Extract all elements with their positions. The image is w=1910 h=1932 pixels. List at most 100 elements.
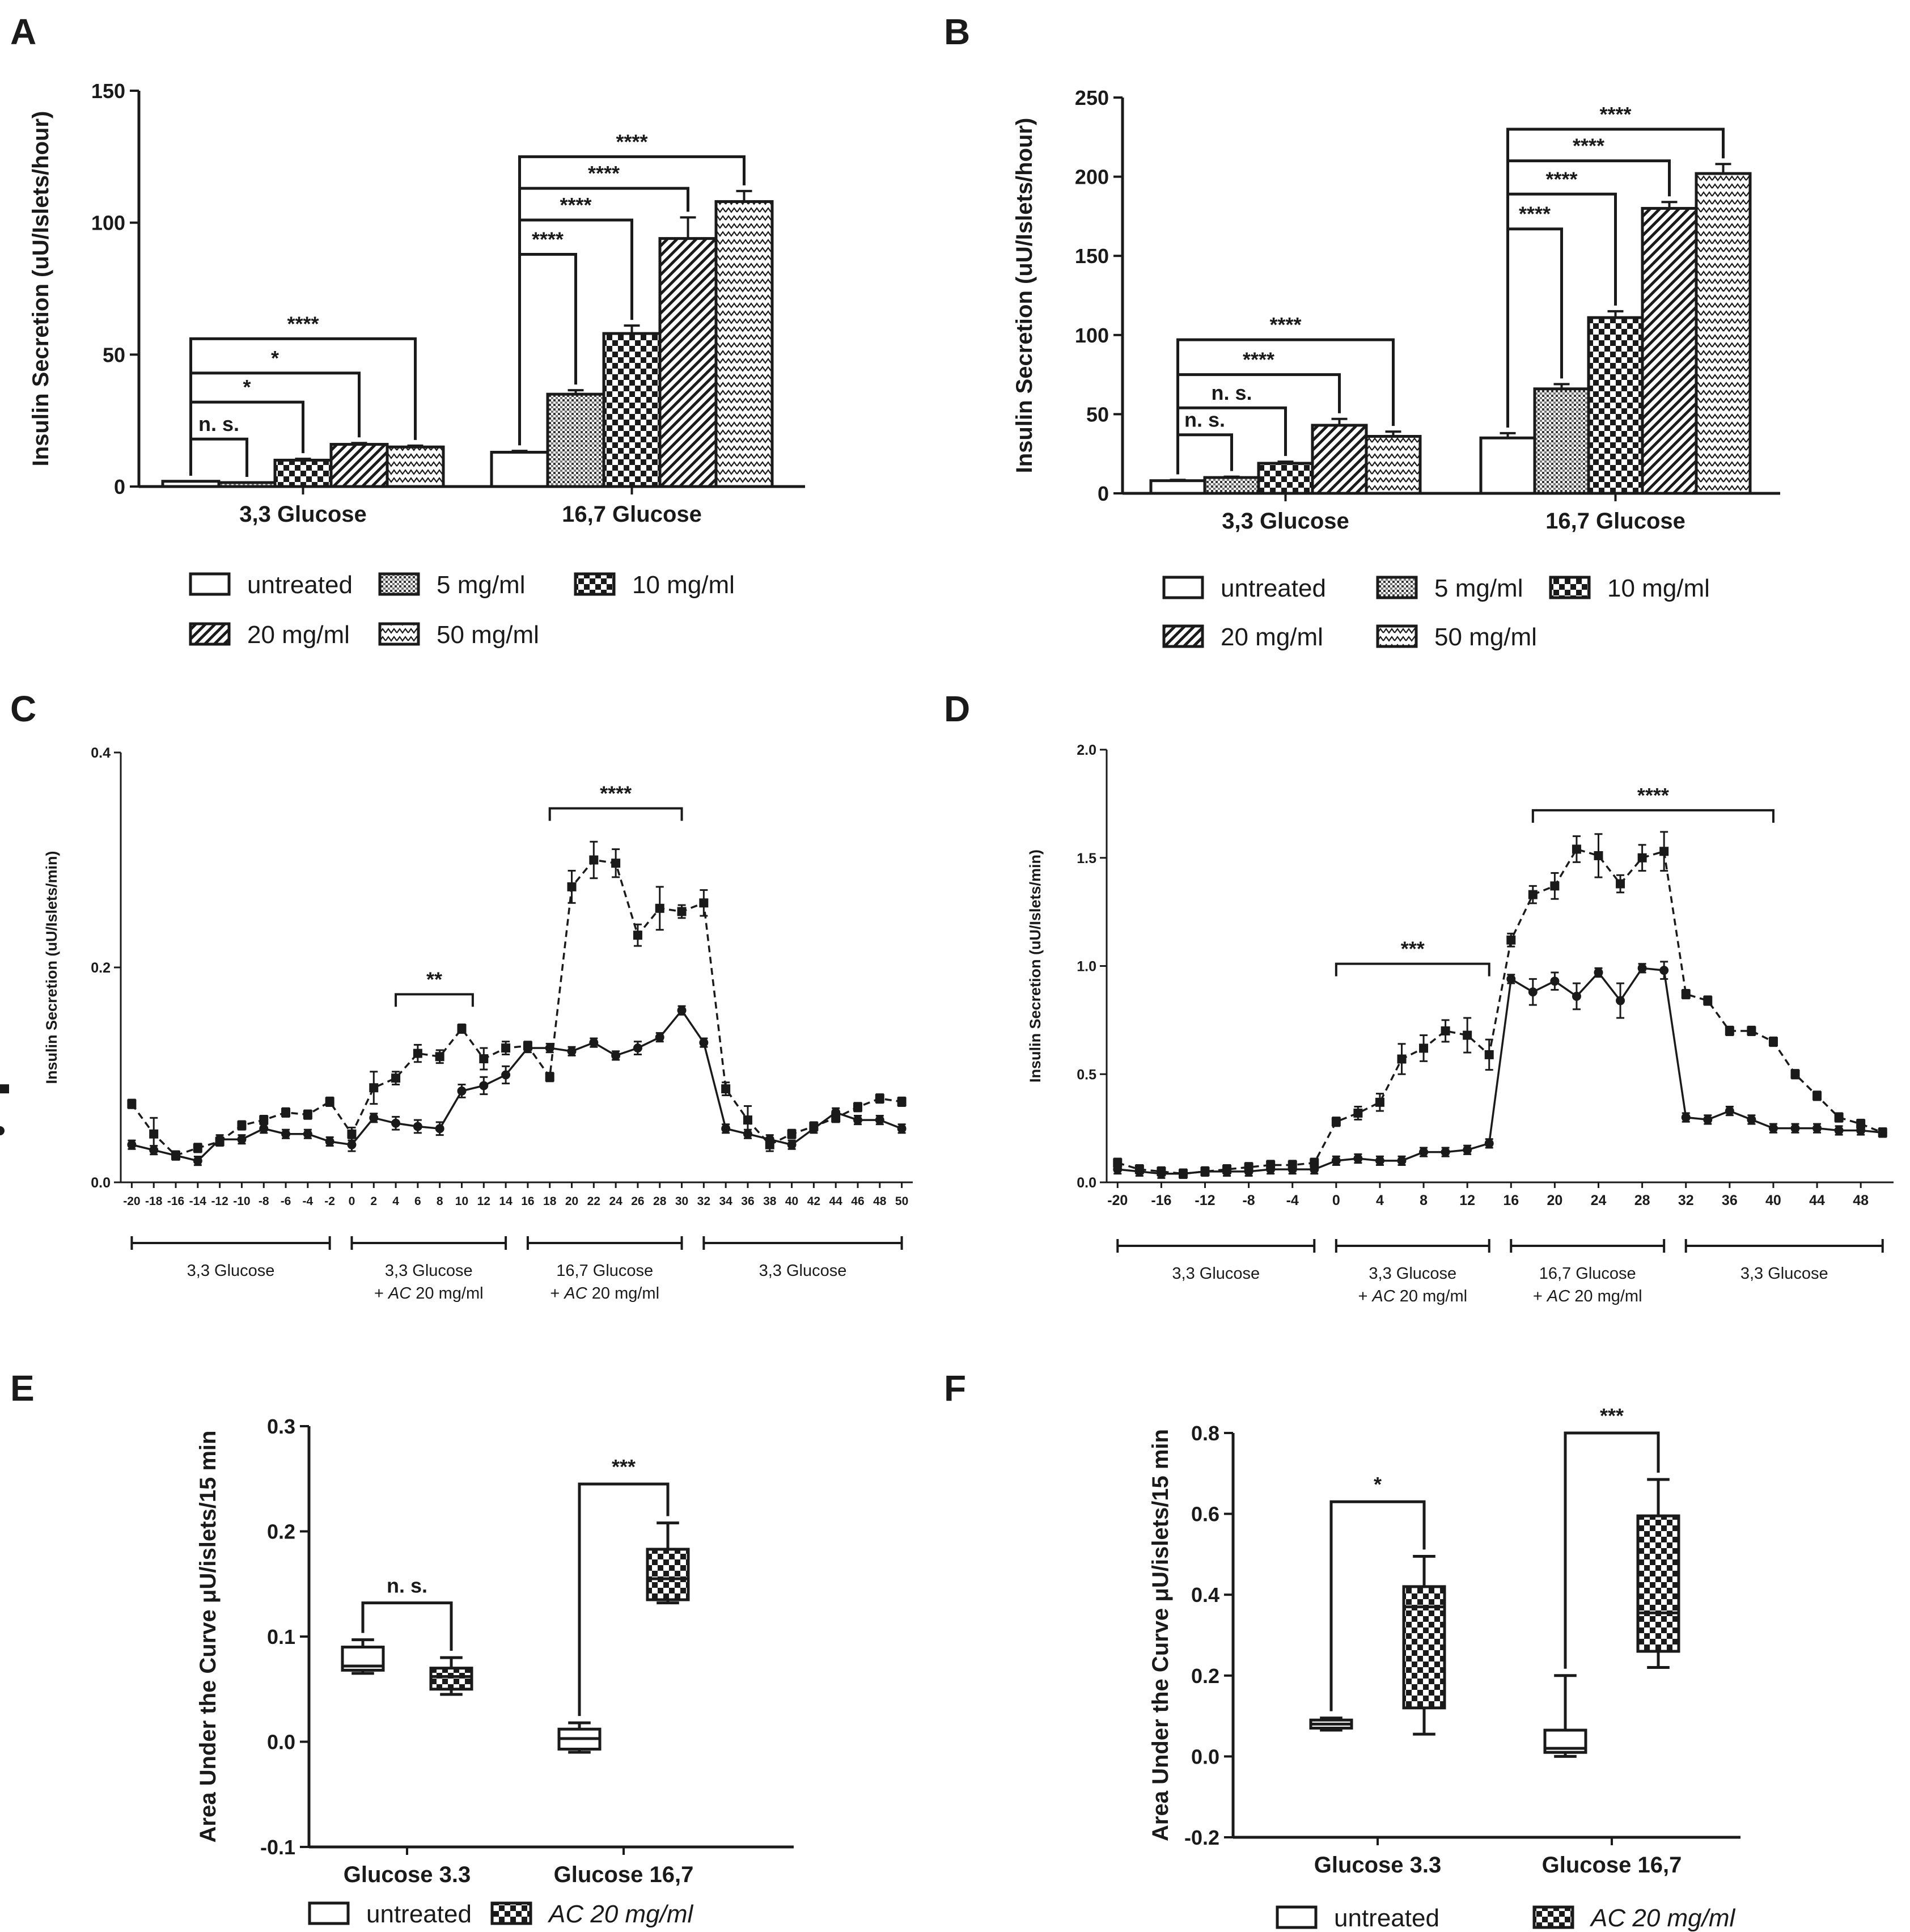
c-point-square <box>193 1143 202 1153</box>
b-group-label: 3,3 Glucose <box>1222 509 1349 534</box>
panel-f-box-plot: -0.2 0.0 0.2 0.4 0.6 0.8 Area Under the Curve … <box>1148 1404 1740 1932</box>
c-point-circle <box>369 1113 379 1123</box>
b-legend-label: 50 mg/ml <box>1434 623 1537 651</box>
d-point-square <box>1856 1119 1866 1128</box>
b-y-tick-label: 150 <box>1075 244 1109 268</box>
d-point-square <box>1747 1026 1756 1035</box>
c-phase-label: 3,3 Glucose <box>187 1262 275 1280</box>
d-y-tick-label: 1.5 <box>1077 851 1096 866</box>
b-sig-bracket <box>1176 433 1233 475</box>
a-sig-label: * <box>271 346 279 370</box>
e-y-tick-label: 0.0 <box>267 1731 295 1754</box>
b-legend-label: untreated <box>1221 574 1326 602</box>
b-sig-label: **** <box>1599 103 1631 126</box>
c-point-square <box>325 1097 334 1106</box>
c-sig-label: ** <box>426 967 442 991</box>
d-sig-label: **** <box>1637 784 1669 807</box>
d-x-tick-label: 0 <box>1332 1193 1340 1208</box>
d-point-circle <box>1528 987 1538 997</box>
d-point-circle <box>1659 966 1669 975</box>
c-x-tick-label: 42 <box>807 1195 820 1208</box>
d-x-tick-label: 48 <box>1853 1193 1869 1208</box>
c-point-square <box>281 1107 291 1117</box>
a-sig-bracket <box>189 337 417 476</box>
b-y-tick-label: 50 <box>1086 403 1109 426</box>
a-sig-label: n. s. <box>198 412 239 436</box>
c-point-square <box>215 1136 225 1146</box>
c-point-circle <box>875 1115 884 1125</box>
c-point-square <box>875 1094 884 1104</box>
c-sig-bracket <box>395 993 474 1007</box>
d-phase-label: + AC 20 mg/ml <box>1533 1287 1642 1305</box>
c-point-circle <box>567 1046 577 1056</box>
d-point-square <box>1441 1026 1450 1035</box>
d-phase-label: 3,3 Glucose <box>1740 1265 1828 1283</box>
d-point-square <box>1681 990 1691 999</box>
d-series-line-square <box>1117 848 1883 1175</box>
b-sig-label: **** <box>1573 134 1604 158</box>
c-x-tick-label: 0 <box>349 1195 355 1208</box>
d-point-square <box>1834 1113 1844 1122</box>
d-point-square <box>1134 1165 1144 1174</box>
e-legend-swatch <box>308 1901 350 1925</box>
c-point-square <box>259 1115 269 1125</box>
d-point-square <box>1506 935 1516 945</box>
c-point-circle <box>347 1140 357 1149</box>
c-point-square <box>149 1129 159 1139</box>
d-point-square <box>1594 851 1603 860</box>
panel-label-c: C <box>10 688 36 729</box>
panel-c-line-chart: 0.0 0.2 0.4 Insulin Secretion (uU/Islets/mi… <box>0 745 913 1303</box>
e-group-label: Glucose 16,7 <box>554 1862 694 1887</box>
d-y-tick-label: 1.0 <box>1077 959 1096 975</box>
d-x-tick-label: 44 <box>1809 1193 1825 1208</box>
c-point-square <box>611 859 621 868</box>
d-point-square <box>1244 1162 1253 1172</box>
c-sig-bracket <box>548 807 683 821</box>
e-legend-swatch <box>490 1901 532 1925</box>
d-phase-label: 3,3 Glucose <box>1369 1265 1456 1283</box>
f-legend-swatch <box>1532 1905 1574 1929</box>
c-x-tick-label: 44 <box>829 1195 843 1208</box>
f-sig-label: * <box>1374 1473 1382 1496</box>
d-point-circle <box>1572 991 1581 1001</box>
c-point-circle <box>281 1129 291 1139</box>
d-point-square <box>1550 881 1560 891</box>
c-point-square <box>633 931 642 940</box>
d-sig-label: *** <box>1401 937 1425 961</box>
b-y-tick-label: 0 <box>1098 482 1109 505</box>
panel-a-bar-chart: 0 50 100 150 Insulin Secretion (uU/Islets/ho… <box>28 79 805 649</box>
c-point-circle <box>721 1124 731 1134</box>
c-phase-label: 16,7 Glucose <box>556 1262 653 1280</box>
f-sig-bracket <box>1329 1500 1426 1711</box>
c-x-tick-label: 30 <box>675 1195 688 1208</box>
c-point-circle <box>457 1086 467 1096</box>
b-sig-bracket <box>1176 338 1395 475</box>
a-legend-swatch <box>378 622 420 646</box>
c-x-tick-label: 8 <box>437 1195 443 1208</box>
c-phase-label: + AC 20 mg/ml <box>550 1284 659 1303</box>
a-sig-label: **** <box>287 312 319 335</box>
d-point-square <box>1157 1166 1166 1176</box>
panel-b-bar-chart: 0 50 100 150 200 250 Insulin Secretion (uU/Isl… <box>1012 86 1780 651</box>
b-legend-swatch <box>1376 624 1418 648</box>
d-x-tick-label: 20 <box>1547 1193 1562 1208</box>
b-y-axis-label: Insulin Secretion (uU/Islets/hour) <box>1012 118 1037 474</box>
f-group-label: Glucose 16,7 <box>1542 1853 1682 1878</box>
b-legend-swatch <box>1162 576 1204 599</box>
d-point-square <box>1222 1165 1232 1174</box>
a-bar-zigzag <box>714 200 774 488</box>
a-legend-swatch <box>574 572 616 596</box>
c-x-tick-label: 36 <box>741 1195 754 1208</box>
c-point-square <box>237 1121 247 1130</box>
d-point-square <box>1113 1158 1123 1168</box>
e-sig-label: *** <box>612 1455 636 1478</box>
b-legend-label: 10 mg/ml <box>1607 574 1710 602</box>
d-point-square <box>1878 1128 1887 1138</box>
d-point-circle <box>1397 1156 1407 1165</box>
b-bar-dots <box>1203 476 1260 495</box>
c-point-square <box>699 898 709 908</box>
f-legend-label: AC 20 mg/ml <box>1589 1904 1736 1932</box>
b-sig-label: n. s. <box>1184 408 1225 432</box>
f-box-checker <box>1636 1514 1680 1653</box>
